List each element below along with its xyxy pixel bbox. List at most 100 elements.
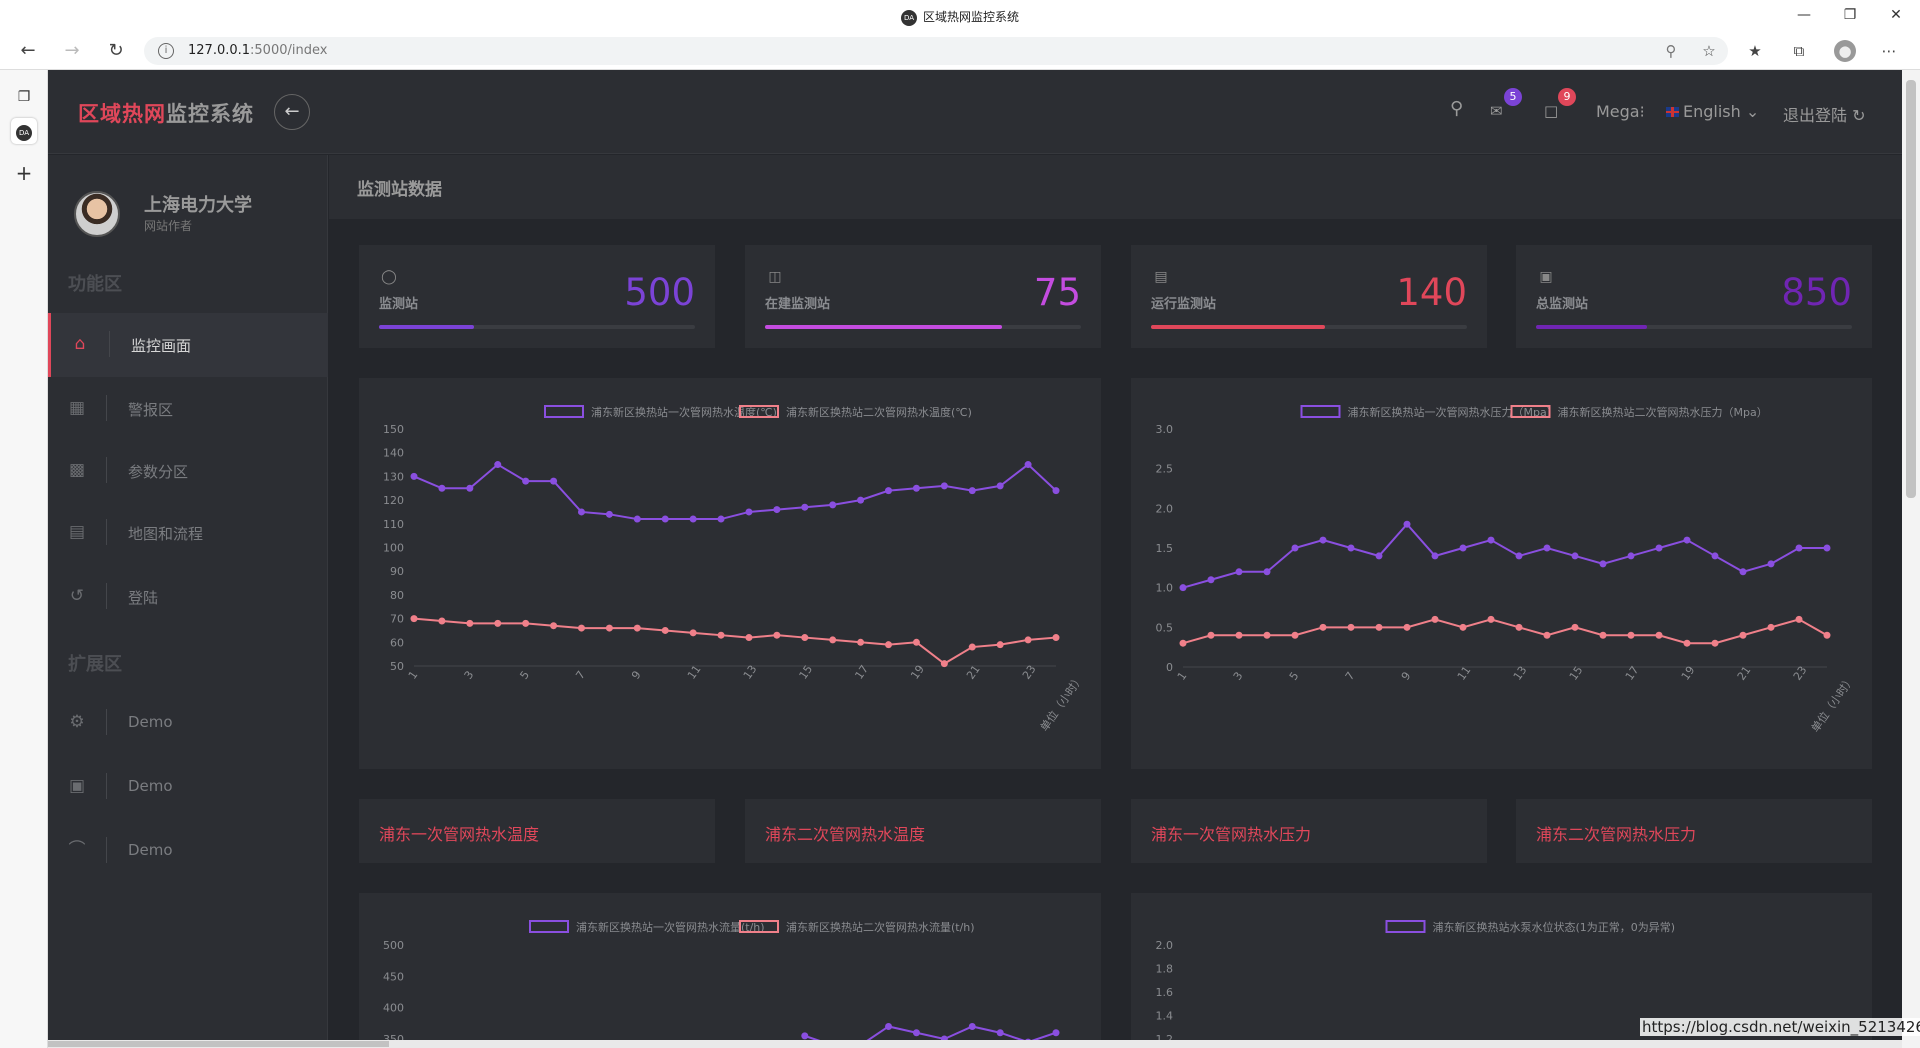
sidebar-item-demo-2[interactable]: ▣ Demo [48, 755, 328, 819]
x-axis-label: 单位（小时） [1037, 672, 1086, 734]
url-input[interactable]: i 127.0.0.1:5000/index [144, 37, 1728, 65]
chevron-down-icon: ⌄ [1745, 102, 1760, 121]
data-point [1823, 544, 1831, 552]
data-point [1571, 623, 1579, 631]
search-icon[interactable]: ⚲ [1450, 98, 1464, 119]
reload-icon[interactable]: ↻ [108, 40, 124, 61]
data-point [996, 641, 1004, 649]
sidebar-item-login[interactable]: ↺ 登陆 [48, 565, 328, 629]
logout-link[interactable]: 退出登陆 ↻ [1783, 106, 1866, 125]
data-point [912, 484, 920, 492]
data-point [1235, 631, 1243, 639]
data-point [1627, 552, 1635, 560]
y-tick-label: 110 [383, 518, 404, 531]
legend-label: 浦东新区换热站二次管网热水压力（Mpa） [1558, 405, 1768, 419]
data-point [438, 617, 446, 625]
data-point [745, 508, 753, 516]
notification-badge: 9 [1558, 88, 1576, 106]
legend-swatch [529, 920, 569, 933]
data-point [885, 487, 893, 495]
data-point [1767, 560, 1775, 568]
avatar [74, 191, 120, 237]
sidebar-item-demo-3[interactable]: ⌒ Demo [48, 819, 328, 883]
key-icon[interactable]: ⚲ [1665, 42, 1677, 60]
y-tick-label: 2.5 [1156, 463, 1174, 476]
data-point [1347, 623, 1355, 631]
data-point [940, 482, 948, 490]
notification-icon[interactable]: □ 9 [1544, 88, 1576, 120]
language-dropdown[interactable]: English ⌄ [1666, 102, 1759, 121]
app-logo[interactable]: 区域热网监控系统 [78, 102, 254, 126]
legend-swatch [1300, 405, 1341, 418]
data-point [1543, 631, 1551, 639]
sidebar-item-params[interactable]: ▩ 参数分区 [48, 439, 328, 503]
x-tick-label: 1 [1175, 670, 1190, 683]
building-icon: ◫ [768, 269, 782, 285]
logout-icon: ↻ [1852, 106, 1866, 125]
data-point [1024, 461, 1032, 469]
mail-icon[interactable]: ✉ 5 [1490, 88, 1522, 120]
data-point [1543, 544, 1551, 552]
new-tab-icon[interactable]: + [15, 161, 33, 185]
data-point [1319, 536, 1327, 544]
data-point [661, 515, 669, 523]
horizontal-scrollbar[interactable] [48, 1040, 1902, 1048]
tile-secondary-pressure[interactable]: 浦东二次管网热水压力 [1516, 799, 1872, 863]
data-point [717, 631, 725, 639]
legend-swatch [1385, 920, 1426, 933]
data-point [1795, 615, 1803, 623]
data-point [1515, 623, 1523, 631]
sidebar-item-monitor[interactable]: ⌂ 监控画面 [48, 313, 328, 377]
forward-icon[interactable]: → [64, 40, 80, 61]
y-tick-label: 1.4 [1156, 1010, 1174, 1023]
presentation-icon: ▣ [68, 776, 86, 796]
y-tick-label: 50 [390, 660, 404, 673]
y-tick-label: 120 [383, 494, 404, 507]
stat-progress [1151, 325, 1325, 329]
close-window-button[interactable]: ✕ [1890, 7, 1902, 23]
data-point [438, 484, 446, 492]
clipboard-icon: ▤ [68, 522, 86, 542]
data-point [1823, 631, 1831, 639]
data-point [550, 477, 558, 485]
more-icon[interactable]: ⋯ [1881, 42, 1897, 60]
data-point [633, 515, 641, 523]
add-favorite-icon[interactable]: ☆ [1702, 42, 1716, 60]
legend-swatch [739, 405, 779, 418]
back-icon[interactable]: ← [20, 40, 36, 61]
data-point [1235, 568, 1243, 576]
tile-secondary-temp[interactable]: 浦东二次管网热水温度 [745, 799, 1101, 863]
legend-label: 浦东新区换热站水泵水位状态(1为正常，0为异常) [1433, 920, 1676, 934]
profile-icon[interactable]: ● [1834, 40, 1856, 62]
favorites-icon[interactable]: ★ [1748, 42, 1762, 60]
active-tab-favicon-icon[interactable]: DA [11, 118, 37, 144]
data-point [410, 615, 418, 623]
site-info-icon[interactable]: i [158, 43, 174, 59]
mega-menu[interactable]: Mega⁝ [1596, 102, 1645, 121]
sidebar-item-demo-1[interactable]: ⚙ Demo [48, 691, 328, 755]
data-point [829, 501, 837, 509]
sidebar-item-map[interactable]: ▤ 地图和流程 [48, 501, 328, 565]
sidebar-item-alarms[interactable]: ▦ 警报区 [48, 377, 328, 441]
data-point [829, 636, 837, 644]
tile-primary-pressure[interactable]: 浦东一次管网热水压力 [1131, 799, 1487, 863]
x-tick-label: 5 [517, 669, 532, 682]
data-point [466, 619, 474, 627]
sidebar-toggle-button[interactable]: ← [274, 94, 310, 130]
data-point [1767, 623, 1775, 631]
tab-actions-icon[interactable]: ❐ [17, 89, 31, 105]
bar-chart-icon: ▩ [68, 460, 86, 480]
vertical-scrollbar[interactable] [1902, 70, 1920, 1048]
x-tick-label: 1 [406, 669, 421, 682]
data-point [996, 1029, 1004, 1037]
tile-primary-temp[interactable]: 浦东一次管网热水温度 [359, 799, 715, 863]
browser-title-bar: DA 区域热网监控系统 — ❐ ✕ [0, 0, 1920, 32]
data-point [1711, 639, 1719, 647]
minimize-button[interactable]: — [1797, 7, 1811, 23]
data-point [466, 484, 474, 492]
y-tick-label: 60 [390, 636, 404, 649]
data-point [1179, 584, 1187, 592]
collections-icon[interactable]: ⧉ [1793, 42, 1805, 60]
data-point [912, 638, 920, 646]
restore-button[interactable]: ❐ [1843, 7, 1857, 23]
